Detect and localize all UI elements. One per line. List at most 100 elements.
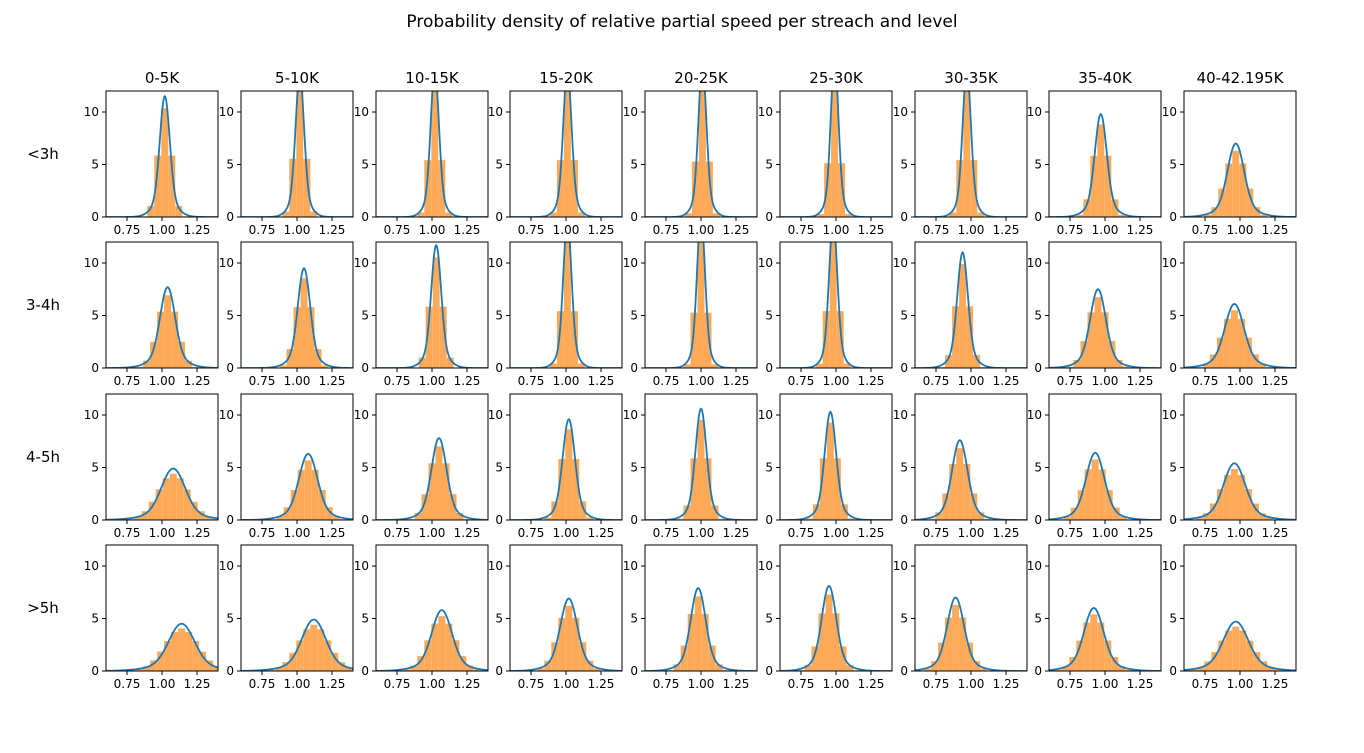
plot-area <box>106 94 218 217</box>
x-tick-label: 1.25 <box>319 526 346 540</box>
x-tick-label: 1.00 <box>1227 677 1254 691</box>
histogram-bar <box>811 646 819 671</box>
histogram-bar <box>1265 517 1273 520</box>
histogram-bar <box>175 205 183 217</box>
x-tick-label: 0.75 <box>653 374 680 388</box>
histogram-bar <box>952 306 960 368</box>
histogram-bar <box>1087 312 1095 368</box>
subplot <box>776 393 893 524</box>
histogram-bar <box>150 341 158 368</box>
kde-curve <box>241 618 353 671</box>
plot-area <box>106 286 218 368</box>
histogram-bar <box>1223 318 1231 368</box>
histogram-bar <box>1094 297 1102 368</box>
histogram-bar <box>839 646 847 671</box>
histogram-bar <box>1232 626 1240 671</box>
histogram-bar <box>1083 199 1091 217</box>
histogram-bar <box>824 163 832 217</box>
kde-curve <box>1184 142 1296 217</box>
histogram-bar <box>970 493 978 520</box>
x-tick-label: 1.25 <box>184 526 211 540</box>
y-tick-label: 10 <box>1162 256 1177 270</box>
plot-area <box>780 91 892 217</box>
histogram-bar <box>410 665 418 671</box>
x-tick-label: 1.25 <box>588 677 615 691</box>
chart-title: Probability density of relative partial … <box>406 12 958 32</box>
histogram-bar <box>268 669 276 671</box>
x-tick-label: 1.25 <box>319 374 346 388</box>
y-tick-label: 10 <box>354 256 369 270</box>
x-tick-label: 0.75 <box>384 374 411 388</box>
plot-area <box>780 410 892 520</box>
x-tick-label: 1.25 <box>184 223 211 237</box>
x-tick-label: 1.25 <box>1262 677 1289 691</box>
plot-area <box>915 439 1027 520</box>
x-tick-label: 1.00 <box>149 374 176 388</box>
histogram-bar <box>579 501 587 520</box>
histogram-bar <box>1216 489 1224 520</box>
y-tick-label: 5 <box>495 612 503 626</box>
histogram-bar <box>197 511 205 520</box>
y-tick-label: 10 <box>219 105 234 119</box>
plot-area <box>376 91 488 217</box>
histogram-bar <box>417 656 425 671</box>
histogram-bar <box>558 617 566 671</box>
plot-area <box>915 596 1027 671</box>
histogram-bar <box>1195 366 1203 368</box>
histogram-bar <box>826 422 834 520</box>
plot-area <box>510 242 622 368</box>
x-tick-label: 1.00 <box>419 223 446 237</box>
histogram-bar <box>424 160 432 217</box>
subplot <box>506 393 623 524</box>
histogram-bar <box>1274 669 1282 671</box>
histogram-bar <box>556 160 564 217</box>
histogram-bar <box>297 469 305 520</box>
y-tick-label: 0 <box>495 664 503 678</box>
y-tick-label: 10 <box>1027 559 1042 573</box>
histogram-bar <box>303 629 311 671</box>
y-tick-label: 10 <box>1162 559 1177 573</box>
histogram-bar <box>845 214 853 217</box>
subplot <box>237 544 354 675</box>
histogram-bar <box>1211 207 1219 217</box>
histogram-bar <box>1244 489 1252 520</box>
histogram-bar <box>570 311 578 368</box>
y-tick-label: 5 <box>91 461 99 475</box>
histogram-bar <box>1237 318 1245 368</box>
y-tick-label: 0 <box>91 210 99 224</box>
x-tick-label: 0.75 <box>114 677 141 691</box>
histogram-bar <box>314 349 322 368</box>
histogram-bar <box>206 660 214 671</box>
histogram-bar <box>283 507 291 520</box>
plot-area <box>645 407 757 520</box>
histogram-bar <box>438 616 446 671</box>
histogram-bar <box>1083 622 1091 671</box>
y-tick-label: 10 <box>488 105 503 119</box>
histogram-bar <box>1253 207 1261 217</box>
y-tick-label: 10 <box>354 105 369 119</box>
y-tick-label: 10 <box>893 559 908 573</box>
y-tick-label: 0 <box>630 210 638 224</box>
y-tick-label: 5 <box>900 309 908 323</box>
histogram-bar <box>1111 199 1119 217</box>
histogram-bar <box>1202 513 1210 520</box>
histogram-bar <box>945 617 953 671</box>
column-title: 40-42.195K <box>1197 69 1285 87</box>
histogram-bar <box>276 516 284 520</box>
plot-area <box>1184 462 1296 520</box>
x-tick-label: 0.75 <box>1192 374 1219 388</box>
plot-area <box>915 91 1027 217</box>
y-tick-label: 10 <box>84 256 99 270</box>
histogram-bar <box>704 312 712 368</box>
y-tick-label: 5 <box>1169 158 1177 172</box>
histogram-bar <box>331 652 339 671</box>
y-tick-label: 5 <box>361 158 369 172</box>
x-tick-label: 0.75 <box>1057 374 1084 388</box>
x-tick-label: 1.25 <box>588 223 615 237</box>
row-label: >5h <box>27 599 59 617</box>
histogram-bar <box>286 349 294 368</box>
x-tick-label: 1.25 <box>858 223 885 237</box>
histogram-bar <box>136 366 144 368</box>
histogram-bar <box>279 365 287 368</box>
plot-area <box>510 91 622 217</box>
